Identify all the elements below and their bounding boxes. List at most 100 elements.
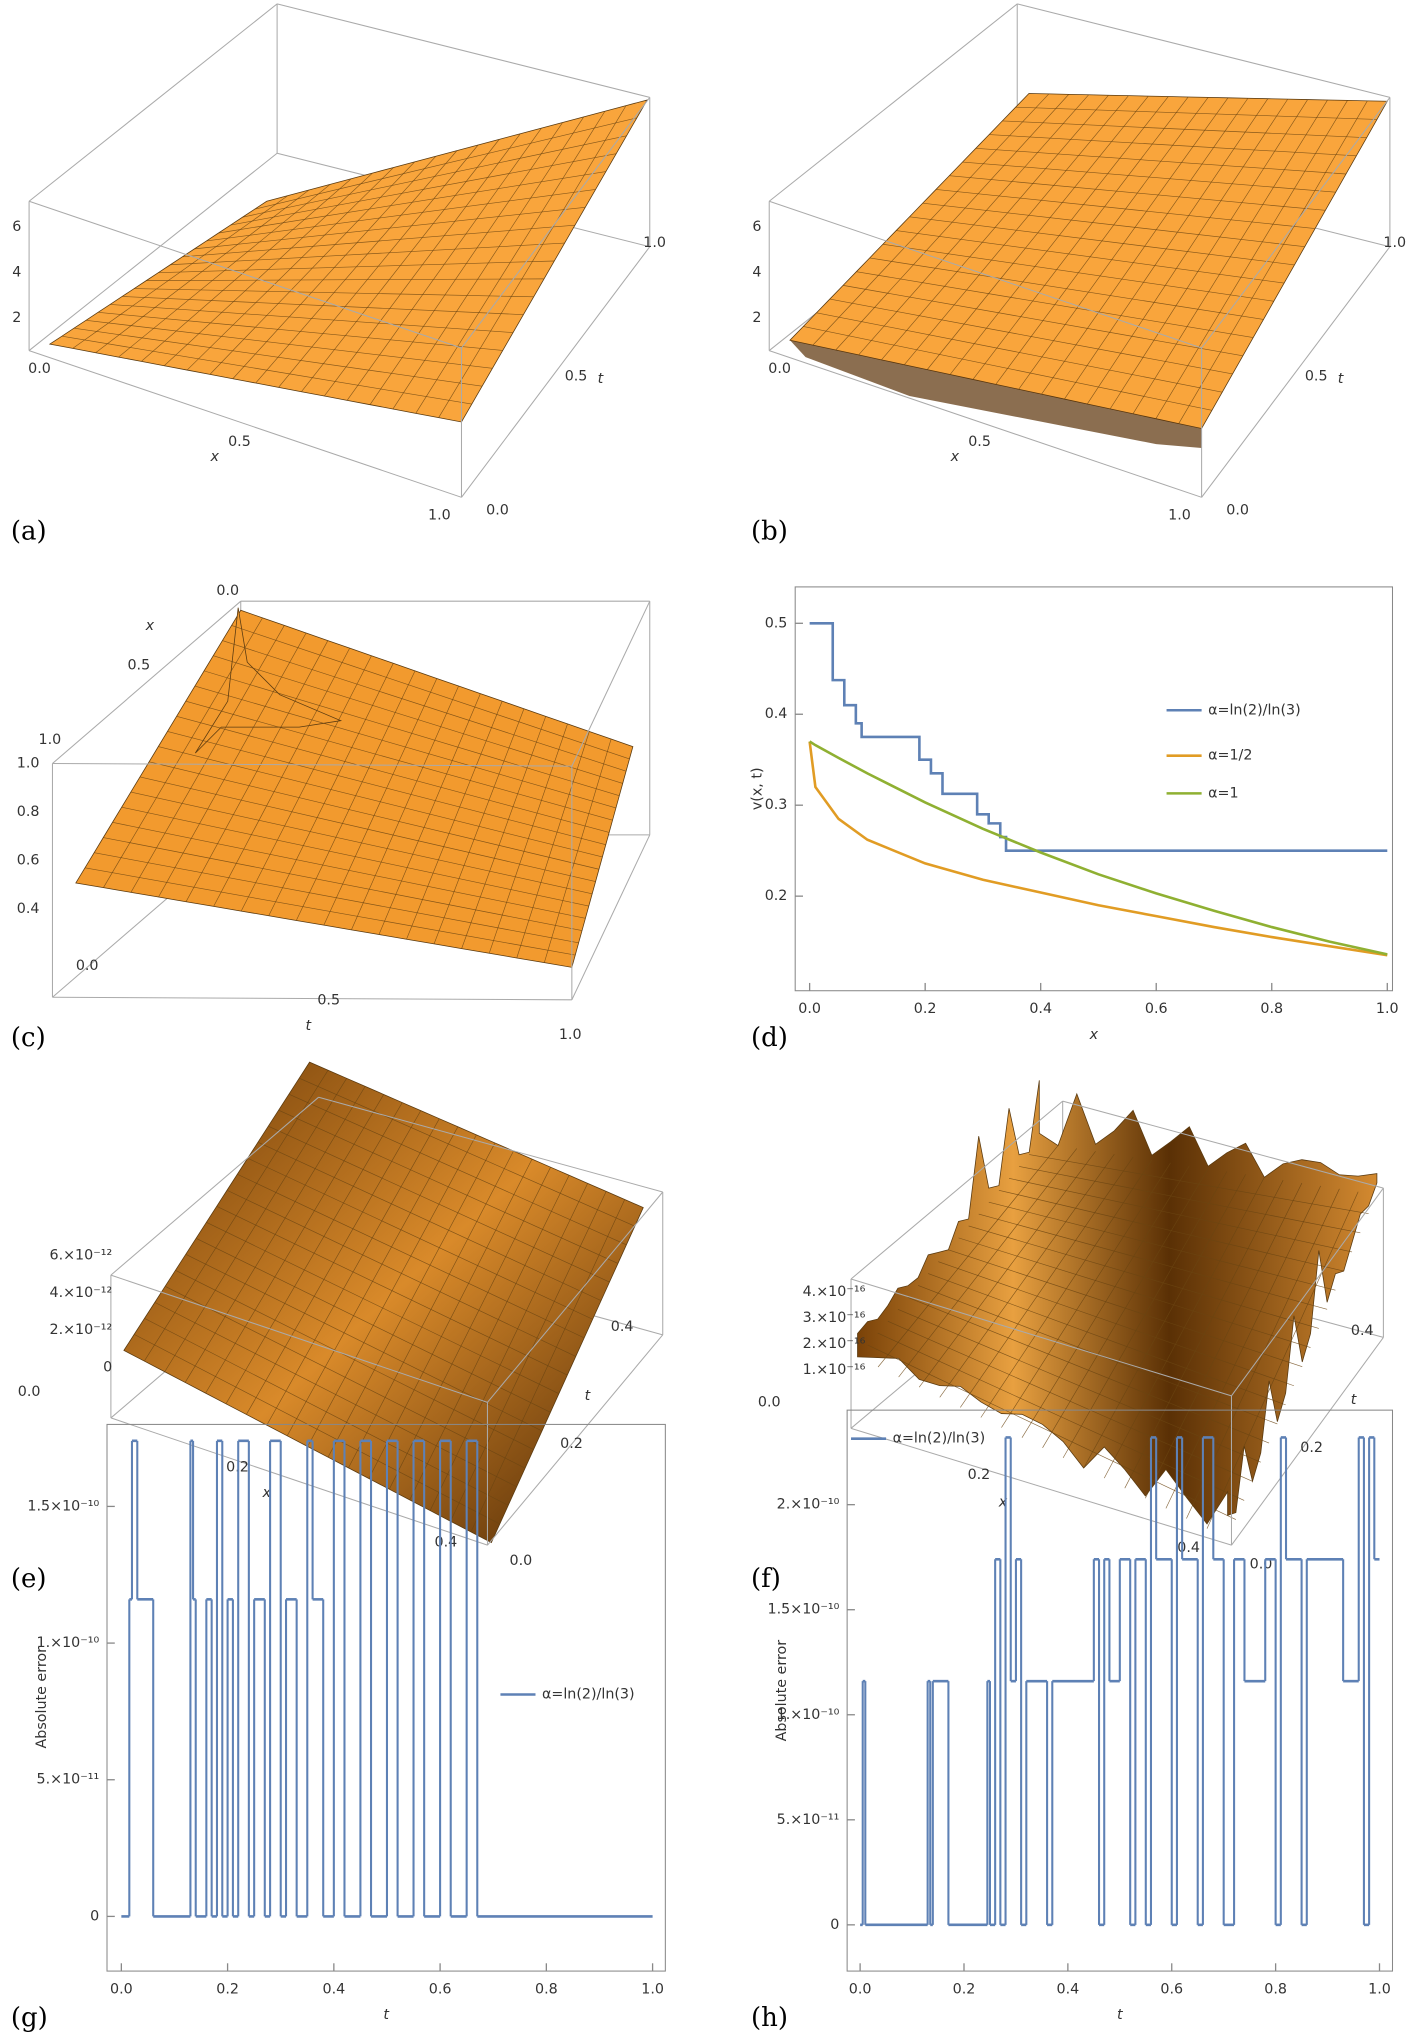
y-tick-label: 1.0	[1383, 235, 1406, 251]
mesh-line	[1019, 1166, 1361, 1234]
y-tick-label: 1.5×10⁻¹⁰	[27, 1498, 99, 1514]
x-tick-label: 0.4	[1057, 1981, 1080, 1997]
y-axis-label: t	[1351, 1392, 1358, 1408]
z-tick-label: 1.0	[17, 755, 40, 771]
z-tick-label: 2	[12, 310, 21, 326]
panel-label: (d)	[751, 1023, 788, 1053]
legend-label: α=ln(2)/ln(3)	[1208, 702, 1301, 718]
box-edge	[850, 1278, 1232, 1397]
panel-label: (h)	[751, 2003, 788, 2033]
y-tick-label: 0.5	[765, 615, 788, 631]
y-tick-label: 0.0	[1250, 1557, 1273, 1573]
y-tick-label: 1.0	[559, 1027, 582, 1043]
panel-label: (b)	[751, 516, 788, 546]
y-tick-label: 5.×10⁻¹¹	[37, 1772, 100, 1788]
y-tick-label: 0.2	[765, 888, 788, 904]
mesh-line	[1178, 100, 1368, 424]
z-tick-label: 2.×10⁻¹⁶	[803, 1336, 866, 1352]
x-tick-label: 0.6	[429, 1981, 452, 1997]
y-tick-label: 0.0	[1226, 502, 1249, 518]
x-tick-label: 1.0	[428, 507, 451, 523]
y-tick-label: 0.0	[486, 502, 509, 518]
mesh-line	[288, 1093, 627, 1246]
x-axis-label: t	[383, 2007, 390, 2023]
plot-frame	[846, 1409, 1394, 1972]
y-tick-label: 0.5	[317, 992, 340, 1008]
box-edge	[571, 600, 651, 767]
mesh-line	[278, 1109, 619, 1264]
box-edge	[850, 1427, 1232, 1546]
x-tick-label: 0.4	[435, 1535, 458, 1551]
box-edge	[318, 1096, 663, 1193]
z-tick-label: 0.6	[17, 852, 40, 868]
z-tick-label: 2	[752, 310, 761, 326]
box-edge	[1017, 3, 1391, 98]
y-tick-label: 0.4	[1351, 1323, 1374, 1339]
x-tick-label: 1.0	[1376, 1001, 1399, 1017]
x-tick-label: 0.0	[798, 1001, 821, 1017]
x-tick-label: 0.6	[1160, 1981, 1183, 1997]
box-edge	[769, 350, 1202, 498]
y-tick-label: 1.5×10⁻¹⁰	[768, 1602, 840, 1618]
legend-label: α=ln(2)/ln(3)	[542, 1687, 635, 1703]
y-axis-label: v(x, t)	[750, 767, 766, 810]
x-tick-label: 0.4	[1177, 1540, 1200, 1556]
x-tick-label: 0.2	[914, 1001, 937, 1017]
box-edge	[461, 97, 651, 349]
box-edge	[28, 3, 278, 202]
y-tick-label: 0.5	[1305, 369, 1328, 385]
y-tick-label: 0.3	[765, 797, 788, 813]
panel-label: (c)	[11, 1023, 46, 1053]
x-tick-label: 0.6	[1145, 1001, 1168, 1017]
box-edge	[1231, 1187, 1384, 1397]
z-tick-label: 4	[752, 265, 761, 281]
x-tick-label: 0.5	[127, 657, 150, 673]
z-tick-label: 3.×10⁻¹⁶	[803, 1310, 866, 1326]
legend-label: α=1/2	[1208, 748, 1252, 764]
box-edge	[1062, 1100, 1384, 1189]
plot-frame	[106, 1423, 666, 1972]
mesh-line	[470, 1199, 626, 1533]
panel-label: (f)	[751, 1564, 781, 1594]
x-axis-label: x	[1089, 1027, 1099, 1043]
x-axis-label: t	[1117, 2007, 1124, 2023]
x-tick-label: 0.0	[216, 583, 239, 599]
x-tick-label: 1.0	[1368, 1981, 1391, 1997]
x-tick-label: 0.8	[535, 1981, 558, 1997]
x-tick-label: 0.0	[849, 1981, 872, 1997]
x-axis-label: x	[145, 618, 155, 634]
box-edge	[461, 246, 651, 498]
box-edge	[769, 200, 1202, 349]
y-tick-label: 0.2	[1300, 1440, 1323, 1456]
box-edge	[28, 200, 462, 349]
mesh-line	[242, 135, 627, 218]
mesh-line	[299, 1077, 635, 1227]
y-tick-label: 0.0	[76, 958, 99, 974]
box-edge	[276, 3, 650, 98]
x-tick-label: 0.2	[968, 1467, 991, 1483]
x-tick-label: 0.0	[18, 1384, 41, 1400]
y-tick-label: 5.×10⁻¹¹	[777, 1812, 840, 1828]
z-tick-label: 4	[12, 265, 21, 281]
x-tick-label: 0.0	[758, 1394, 781, 1410]
x-tick-label: 0.2	[216, 1981, 239, 1997]
box-edge	[28, 152, 278, 351]
mesh-line	[516, 731, 590, 959]
box-edge	[28, 350, 462, 498]
mesh-line	[1029, 1154, 1369, 1215]
y-tick-label: 0	[90, 1908, 99, 1924]
box-edge	[487, 1191, 664, 1403]
y-tick-label: 0.2	[560, 1436, 583, 1452]
z-tick-label: 6	[752, 219, 761, 235]
legend-label: α=ln(2)/ln(3)	[893, 1431, 986, 1447]
box-edge	[487, 1334, 664, 1546]
y-axis-label: t	[598, 371, 605, 387]
mesh-line	[415, 111, 606, 414]
box-edge	[1231, 1337, 1384, 1546]
mesh-line	[1015, 106, 1377, 120]
y-tick-label: 1.0	[643, 235, 666, 251]
x-tick-label: 0.5	[968, 434, 991, 450]
mesh-line	[230, 153, 617, 226]
mesh-line	[1002, 120, 1367, 138]
